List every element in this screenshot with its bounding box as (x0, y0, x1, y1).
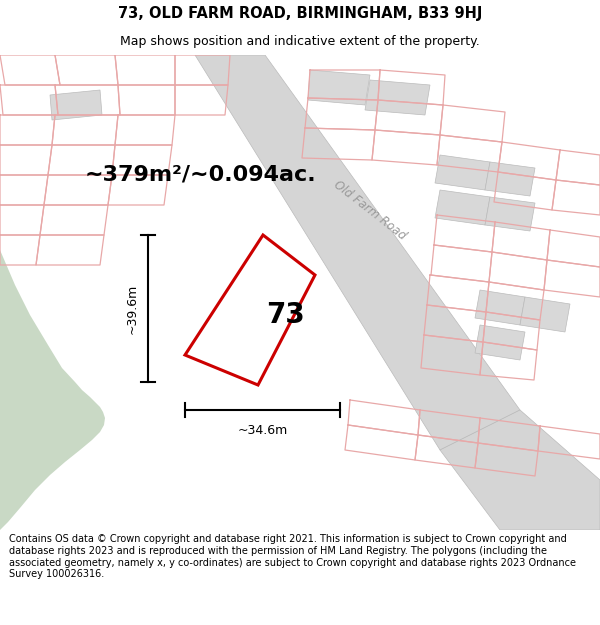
Polygon shape (520, 297, 570, 332)
Polygon shape (185, 235, 315, 385)
Text: ~379m²/~0.094ac.: ~379m²/~0.094ac. (84, 165, 316, 185)
Polygon shape (0, 55, 105, 530)
Polygon shape (485, 197, 535, 231)
Polygon shape (435, 190, 490, 225)
Polygon shape (435, 155, 490, 190)
Polygon shape (195, 55, 520, 450)
Polygon shape (475, 290, 525, 325)
Polygon shape (485, 162, 535, 196)
Text: 73: 73 (266, 301, 304, 329)
Polygon shape (50, 90, 102, 120)
Polygon shape (440, 410, 600, 530)
Polygon shape (308, 70, 370, 105)
Text: Contains OS data © Crown copyright and database right 2021. This information is : Contains OS data © Crown copyright and d… (9, 534, 576, 579)
Text: 73, OLD FARM ROAD, BIRMINGHAM, B33 9HJ: 73, OLD FARM ROAD, BIRMINGHAM, B33 9HJ (118, 6, 482, 21)
Text: Old Farm Road: Old Farm Road (331, 177, 409, 242)
Text: ~39.6m: ~39.6m (125, 283, 139, 334)
Text: ~34.6m: ~34.6m (238, 424, 287, 436)
Text: Map shows position and indicative extent of the property.: Map shows position and indicative extent… (120, 35, 480, 48)
Polygon shape (365, 80, 430, 115)
Polygon shape (475, 325, 525, 360)
